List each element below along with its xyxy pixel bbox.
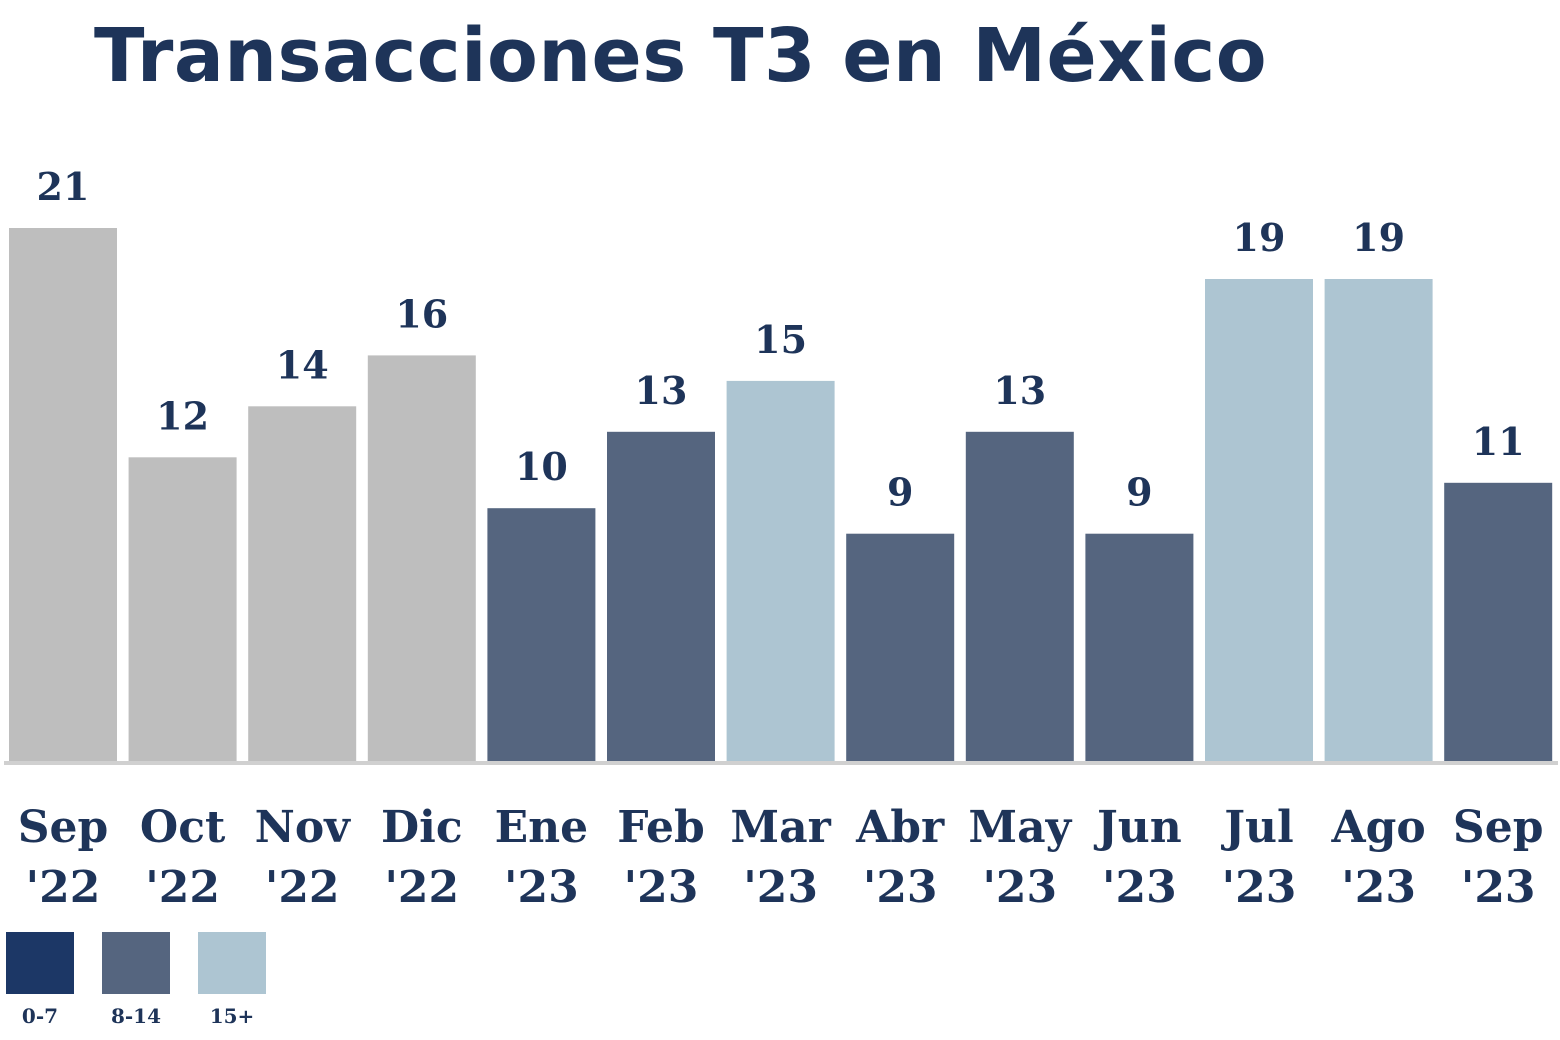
x-tick-month-label: Nov (255, 802, 352, 853)
legend-label: 0-7 (21, 1004, 59, 1028)
x-tick-month-label: May (968, 802, 1072, 853)
x-tick-month-label: Sep (1453, 802, 1544, 853)
x-tick-month-label: Oct (140, 802, 226, 853)
x-tick-year-label: '23 (863, 862, 938, 913)
bar-value-label: 13 (635, 368, 688, 413)
bar-10 (1205, 279, 1313, 762)
bar-value-label: 14 (276, 342, 329, 387)
bar-4 (487, 508, 596, 762)
x-tick-year-label: '23 (1461, 862, 1536, 913)
bar-value-label: 12 (156, 393, 209, 438)
bar-1 (128, 457, 237, 762)
x-tick-month-label: Ago (1330, 802, 1425, 853)
tick-labels-layer: Sep '22 Oct '22 Nov '22 Dic '22 Ene '23 Feb '23 Mar '… (18, 802, 1544, 913)
bar-12 (1444, 482, 1553, 762)
x-tick-year-label: '22 (265, 862, 340, 913)
legend-label: 8-14 (110, 1004, 162, 1028)
bar-11 (1324, 279, 1433, 762)
bar-6 (726, 380, 835, 762)
x-tick-year-label: '23 (982, 862, 1057, 913)
bar-value-label: 11 (1472, 419, 1525, 464)
x-tick-month-label: Jun (1093, 802, 1182, 853)
x-tick-year-label: '23 (1222, 862, 1297, 913)
x-tick-year-label: '22 (26, 862, 101, 913)
bar-8 (965, 431, 1074, 762)
chart-title: Transacciones T3 en México (94, 13, 1268, 99)
legend-swatch (6, 932, 74, 994)
bar-value-label: 19 (1352, 215, 1405, 260)
bar-value-label: 21 (37, 164, 90, 209)
legend-swatch (102, 932, 170, 994)
bar-value-label: 13 (993, 368, 1046, 413)
x-tick-month-label: Feb (617, 802, 705, 853)
x-tick-month-label: Sep (18, 802, 109, 853)
bar-9 (1085, 533, 1194, 762)
x-tick-month-label: Dic (381, 802, 463, 853)
x-tick-year-label: '22 (384, 862, 459, 913)
x-tick-year-label: '23 (743, 862, 818, 913)
bar-value-label: 9 (887, 470, 913, 515)
legend-label: 15+ (209, 1004, 255, 1028)
bar-5 (607, 431, 715, 762)
bar-value-label: 10 (515, 444, 568, 489)
x-tick-year-label: '23 (1341, 862, 1416, 913)
x-tick-year-label: '22 (145, 862, 220, 913)
bar-2 (248, 406, 357, 762)
bars-layer (9, 228, 1553, 762)
bar-value-label: 9 (1126, 470, 1152, 515)
x-tick-year-label: '23 (1102, 862, 1177, 913)
legend-swatch (198, 932, 266, 994)
bar-value-label: 15 (754, 317, 807, 362)
x-tick-month-label: Jul (1220, 802, 1294, 853)
x-tick-month-label: Abr (855, 802, 945, 853)
x-tick-year-label: '23 (504, 862, 579, 913)
bar-value-label: 16 (395, 291, 448, 336)
x-tick-year-label: '23 (624, 862, 699, 913)
value-labels-layer: 21 12 14 16 10 13 15 9 13 9 19 19 11 (37, 164, 1525, 515)
bar-3 (367, 355, 476, 762)
bar-7 (846, 533, 955, 762)
bar-value-label: 19 (1233, 215, 1286, 260)
x-tick-month-label: Ene (495, 802, 589, 853)
bar-0 (9, 228, 117, 762)
x-tick-month-label: Mar (730, 802, 831, 853)
